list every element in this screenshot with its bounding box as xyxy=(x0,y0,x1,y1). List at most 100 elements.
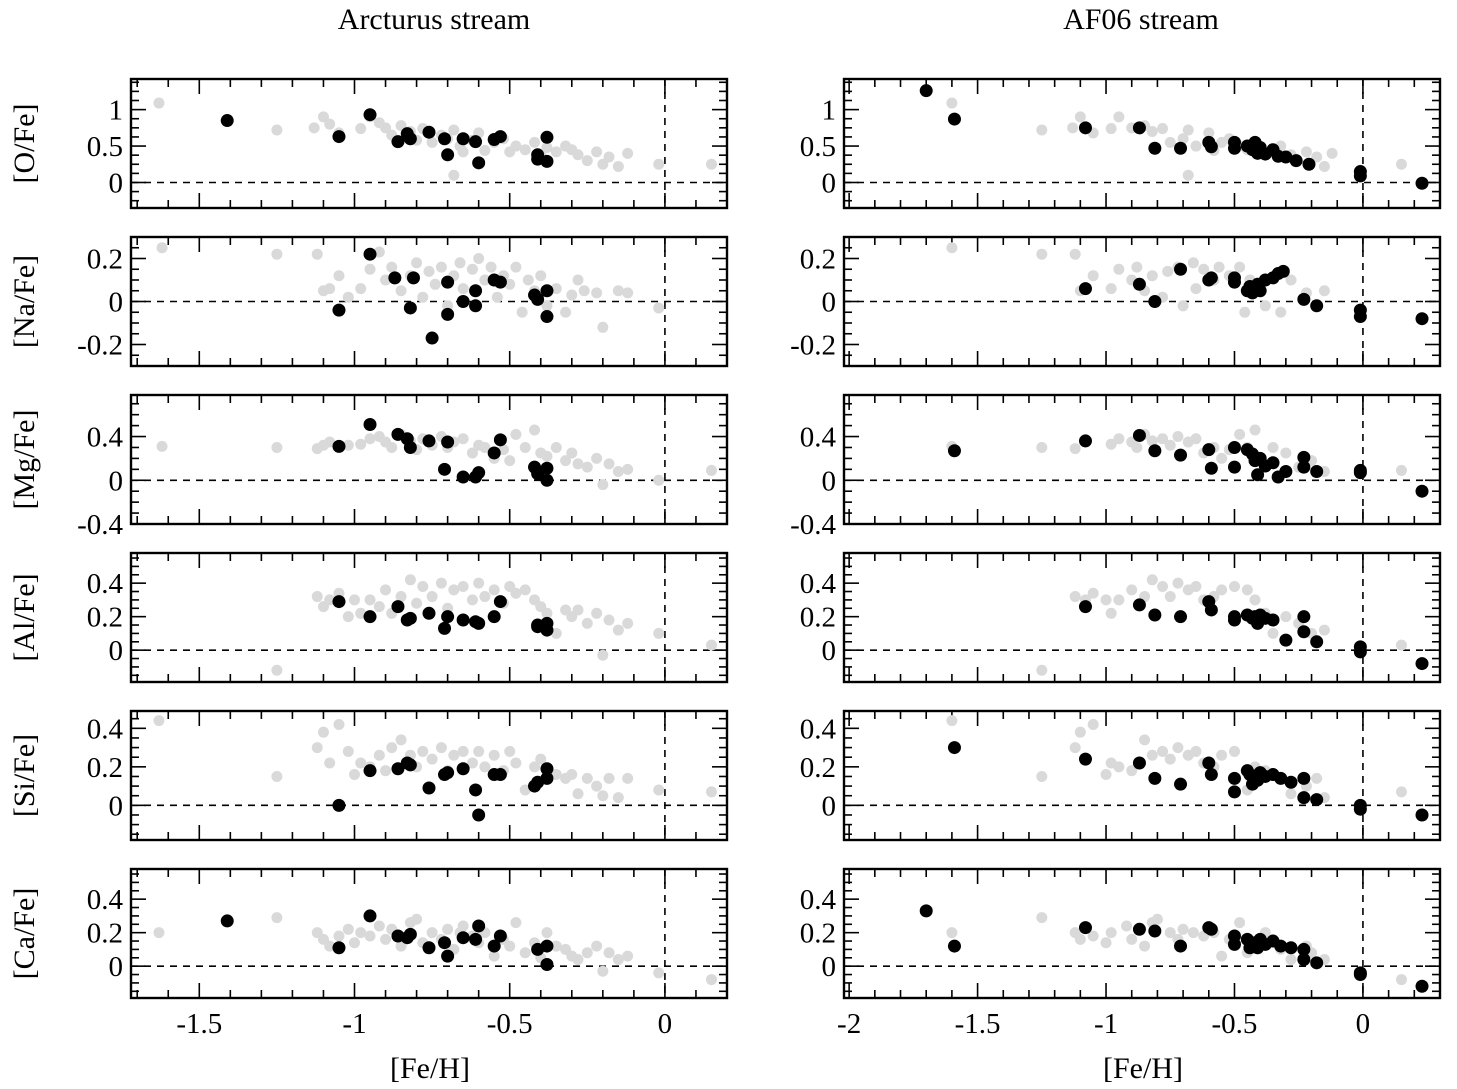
comparison-star-point xyxy=(473,745,485,757)
stream-star-point xyxy=(1078,600,1092,614)
stream-star-point xyxy=(332,941,346,955)
comparison-star-point xyxy=(705,786,717,798)
comparison-star-point xyxy=(541,142,553,154)
comparison-star-point xyxy=(653,474,665,486)
comparison-star-point xyxy=(355,283,367,295)
comparison-star-point xyxy=(1139,734,1151,746)
comparison-star-point xyxy=(417,291,429,303)
x-tick-label: -1 xyxy=(1094,1008,1118,1040)
panel-mg-af06: -0.4 0 0.4 xyxy=(790,393,1442,541)
comparison-star-point xyxy=(946,715,958,727)
data-points xyxy=(946,242,1429,326)
x-tick-label: -1.5 xyxy=(955,1008,1001,1040)
panel-frame xyxy=(842,393,1442,526)
panel-na-arcturus: -0.2 0 0.2 [Na/Fe] xyxy=(8,235,729,368)
stream-star-point xyxy=(540,771,554,785)
comparison-star-point xyxy=(324,436,336,448)
comparison-star-point xyxy=(1087,587,1099,599)
comparison-star-point xyxy=(1228,581,1240,593)
x-axis-label-left: [Fe/H] xyxy=(390,1052,470,1085)
stream-star-point xyxy=(1266,613,1280,627)
stream-star-point xyxy=(1132,121,1146,135)
comparison-star-point xyxy=(1157,745,1169,757)
comparison-star-point xyxy=(479,274,491,286)
comparison-star-point xyxy=(373,246,385,258)
stream-star-point xyxy=(1204,140,1218,154)
stream-star-point xyxy=(1132,277,1146,291)
data-points xyxy=(919,84,1429,190)
y-tick-label: 0.4 xyxy=(87,422,124,454)
comparison-star-point xyxy=(1157,433,1169,445)
data-points xyxy=(156,242,665,345)
y-tick-label: 1 xyxy=(109,95,124,127)
comparison-star-point xyxy=(1311,772,1323,784)
comparison-star-point xyxy=(1234,917,1246,929)
comparison-star-point xyxy=(156,242,168,254)
comparison-star-point xyxy=(581,155,593,167)
y-tick-label: -0.4 xyxy=(790,509,836,541)
stream-star-point xyxy=(1310,793,1324,807)
stream-star-point xyxy=(947,741,961,755)
stream-star-point xyxy=(422,434,436,448)
panel-ca-af06: 00.20.4-2 -1.5 -1 -0.5 0 xyxy=(800,867,1442,1040)
comparison-star-point xyxy=(1113,594,1125,606)
x-tick-label: -0.5 xyxy=(1212,1008,1258,1040)
comparison-star-point xyxy=(510,757,522,769)
comparison-star-point xyxy=(333,718,345,730)
stream-star-point xyxy=(438,936,452,950)
stream-star-point xyxy=(1310,635,1324,649)
comparison-star-point xyxy=(622,147,634,159)
stream-star-point xyxy=(438,621,452,635)
comparison-star-point xyxy=(426,927,438,939)
comparison-star-point xyxy=(1087,930,1099,942)
comparison-star-point xyxy=(1036,770,1048,782)
comparison-star-point xyxy=(380,274,392,286)
stream-star-point xyxy=(1297,791,1311,805)
comparison-star-point xyxy=(342,611,354,623)
stream-star-point xyxy=(363,247,377,261)
comparison-star-point xyxy=(1172,742,1184,754)
stream-star-point xyxy=(456,613,470,627)
stream-star-point xyxy=(391,135,405,149)
y-tick-label: 0 xyxy=(822,635,837,667)
stream-star-point xyxy=(1227,613,1241,627)
comparison-star-point xyxy=(479,441,491,453)
comparison-star-point xyxy=(317,726,329,738)
comparison-star-point xyxy=(373,601,385,613)
stream-star-point xyxy=(403,132,417,146)
comparison-star-point xyxy=(591,146,603,158)
comparison-star-point xyxy=(1157,581,1169,593)
comparison-star-point xyxy=(597,649,609,661)
comparison-star-point xyxy=(380,933,392,945)
comparison-star-point xyxy=(1395,974,1407,986)
panel-frame xyxy=(842,235,1442,368)
stream-star-point xyxy=(220,914,234,928)
comparison-star-point xyxy=(705,974,717,986)
stream-star-point xyxy=(1204,768,1218,782)
stream-star-point xyxy=(1415,176,1429,190)
stream-star-point xyxy=(1297,952,1311,966)
stream-star-point xyxy=(472,616,486,630)
y-axis-label: [Al/Fe] xyxy=(8,573,41,661)
stream-star-point xyxy=(1227,460,1241,474)
comparison-star-point xyxy=(591,607,603,619)
comparison-star-point xyxy=(1105,607,1117,619)
stream-star-point xyxy=(1353,310,1367,324)
comparison-star-point xyxy=(404,574,416,586)
panel-frame xyxy=(129,867,729,1000)
stream-star-point xyxy=(438,462,452,476)
comparison-star-point xyxy=(271,441,283,453)
comparison-star-point xyxy=(591,452,603,464)
comparison-star-point xyxy=(535,753,547,765)
x-tick-label: -1.5 xyxy=(176,1008,222,1040)
stream-star-point xyxy=(1078,282,1092,296)
comparison-star-point xyxy=(519,947,531,959)
comparison-star-point xyxy=(156,440,168,452)
stream-star-point xyxy=(1174,448,1188,462)
comparison-star-point xyxy=(1182,124,1194,136)
comparison-star-point xyxy=(1190,745,1202,757)
y-axis-label: [Na/Fe] xyxy=(8,255,41,348)
comparison-star-point xyxy=(395,940,407,952)
panel-frame xyxy=(129,551,729,684)
comparison-star-point xyxy=(1121,920,1133,932)
